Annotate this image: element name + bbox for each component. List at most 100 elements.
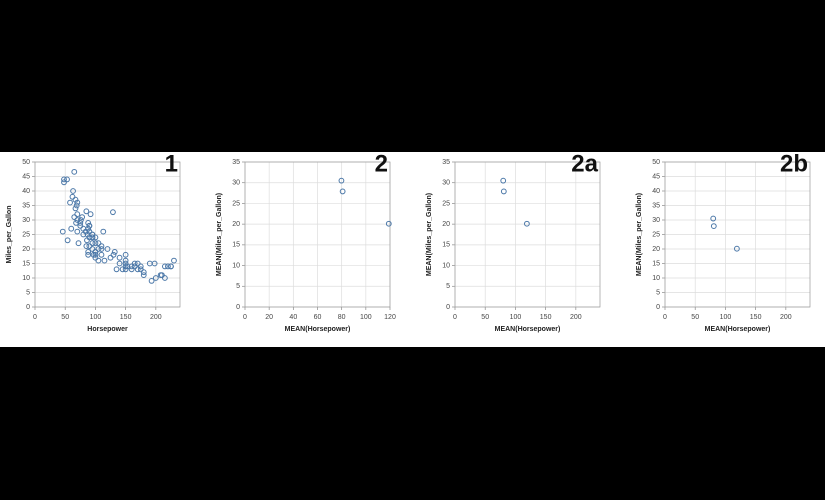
point [61,176,67,183]
point [111,249,118,255]
y-tick-label: 25 [232,200,240,207]
point [89,246,96,252]
point [710,215,717,222]
panel-label: 2a [571,150,598,177]
y-tick-label: 25 [442,200,450,207]
point [89,240,96,247]
point [168,263,174,270]
point [68,225,75,232]
point [128,263,135,270]
x-tick-label: 20 [265,314,273,321]
point [83,208,90,215]
x-tick-label: 200 [570,314,582,321]
y-tick-label: 30 [232,180,240,187]
point [74,217,81,223]
point [74,211,81,218]
point [140,272,147,279]
point [137,266,144,273]
point [131,263,138,270]
point [86,222,93,229]
point [122,260,129,267]
point [500,188,507,195]
x-tick-label: 0 [453,314,457,321]
point [92,251,99,258]
point [75,240,82,247]
point [73,202,80,209]
point [78,217,84,223]
point [385,220,392,227]
y-tick-label: 35 [652,202,660,209]
point [80,225,87,232]
y-tick-label: 20 [232,221,240,228]
y-tick-label: 10 [652,275,660,282]
point [733,245,740,252]
y-tick-label: 10 [22,275,30,282]
x-tick-label: 100 [510,314,522,321]
point [122,263,129,270]
point [161,275,168,281]
x-axis-title: MEAN(Horsepower) [285,326,351,333]
y-tick-label: 30 [652,217,660,224]
point [90,251,97,258]
y-tick-label: 20 [22,246,30,253]
point [338,177,345,184]
x-tick-label: 200 [780,314,792,321]
point [140,269,147,276]
x-tick-label: 150 [120,314,132,321]
point [95,240,102,247]
point [146,260,153,267]
point [86,228,93,235]
y-tick-label: 0 [656,304,660,311]
x-tick-label: 0 [663,314,667,321]
point [89,231,96,238]
point [523,220,530,227]
y-tick-label: 25 [652,231,660,238]
point [72,196,79,203]
point [134,266,141,273]
x-tick-label: 0 [243,314,247,321]
point [85,220,92,226]
point [134,260,141,267]
y-tick-label: 50 [652,159,660,166]
point [89,234,96,241]
point [122,266,129,273]
y-tick-label: 0 [446,304,450,311]
point [77,222,84,229]
y-tick-label: 20 [652,246,660,253]
point [339,188,346,195]
point [500,177,507,184]
point [85,249,92,255]
point [95,246,102,252]
point [128,266,135,273]
x-tick-label: 100 [720,314,732,321]
point [137,263,144,270]
y-axis-title: Miles_per_Gallon [6,206,13,264]
y-axis-title: MEAN(Miles_per_Gallon) [216,193,223,276]
y-tick-label: 15 [22,260,30,267]
y-tick-label: 0 [26,304,30,311]
y-tick-label: 40 [22,188,30,195]
point [74,199,81,206]
y-tick-label: 5 [446,283,450,290]
point [116,260,123,267]
point [95,257,102,264]
point [122,251,129,258]
point [148,278,155,284]
point [119,266,126,273]
y-tick-label: 35 [232,159,240,166]
plot-frame [244,161,391,308]
x-tick-label: 40 [289,314,297,321]
x-axis-title: MEAN(Horsepower) [705,326,771,333]
panel-label: 2b [780,150,808,177]
y-tick-label: 40 [652,188,660,195]
y-tick-label: 30 [442,180,450,187]
point [98,246,105,252]
point [122,257,129,264]
point [110,251,117,258]
point [107,254,114,261]
point [84,237,90,244]
y-tick-label: 45 [22,173,30,180]
point [104,246,111,252]
point [124,263,131,270]
point [92,254,99,261]
